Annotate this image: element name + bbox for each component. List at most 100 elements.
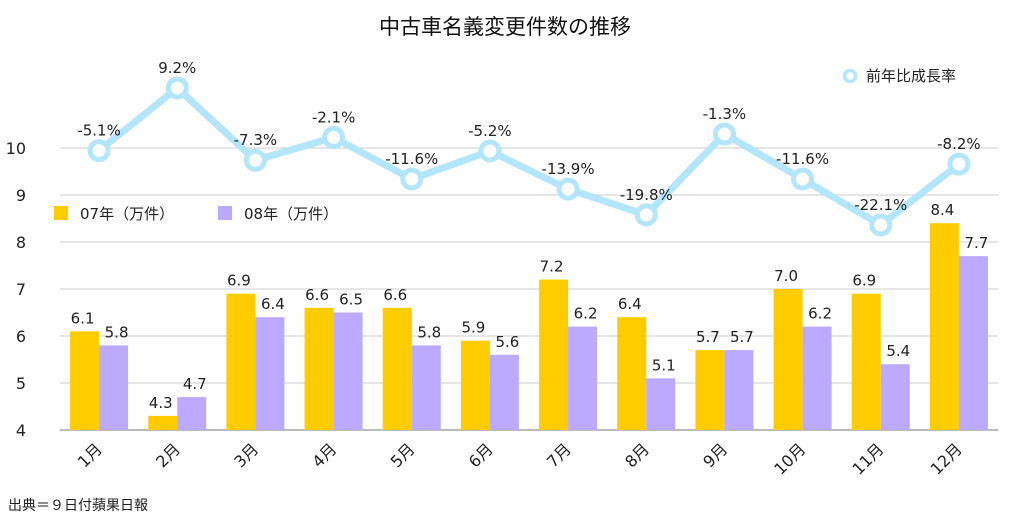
growth-point [322, 125, 346, 149]
bar-07 [382, 307, 412, 430]
x-tick-label: 5月 [387, 439, 419, 471]
grid [60, 147, 998, 431]
growth-label: -2.1% [312, 108, 356, 126]
bar-08-label: 5.7 [730, 328, 754, 346]
bar-08-label: 6.4 [261, 295, 285, 313]
x-tick-label: 1月 [74, 439, 106, 471]
bars [70, 223, 988, 430]
legend-label-07: 07年（万件） [80, 205, 174, 223]
y-tick-label: 7 [16, 280, 26, 299]
bar-08 [255, 317, 285, 430]
growth-point [712, 122, 736, 146]
growth-label: -19.8% [620, 186, 673, 204]
growth-label: -1.3% [703, 105, 747, 123]
bar-07-label: 7.2 [540, 258, 564, 276]
bar-07-label: 6.1 [71, 309, 95, 327]
growth-point [400, 167, 424, 191]
bar-07-label: 7.0 [774, 267, 798, 285]
growth-point [243, 148, 267, 172]
growth-label: -22.1% [854, 196, 907, 214]
bar-07 [773, 289, 803, 430]
bar-labels: 6.1 5.8 4.3 4.7 6.9 6.4 6.6 6.5 6.6 5.8 5.9 5.6 7.2 6… [71, 201, 989, 412]
chart-title: 中古車名義変更件数の推移 [379, 15, 631, 39]
bar-07-label: 5.7 [696, 328, 720, 346]
y-tick-label: 9 [16, 186, 26, 205]
bar-07-label: 8.4 [930, 201, 954, 219]
x-tick-label: 6月 [465, 439, 497, 471]
bar-07-label: 6.9 [227, 272, 251, 290]
legend-label-growth: 前年比成長率 [866, 67, 956, 85]
bar-07-label: 6.9 [852, 272, 876, 290]
bar-08 [958, 256, 988, 430]
bar-07 [929, 223, 959, 430]
line-legend: 前年比成長率 [842, 67, 956, 85]
bar-07 [148, 415, 178, 430]
source-note: 出典＝９日付蘋果日報 [8, 498, 148, 514]
growth-point [478, 139, 502, 163]
bar-08 [802, 326, 832, 430]
legend-marker-growth [842, 68, 858, 84]
x-tick-label: 9月 [699, 439, 731, 471]
growth-point [556, 177, 580, 201]
bar-07 [460, 340, 490, 430]
bar-08-label: 5.4 [886, 342, 910, 360]
bar-07-label: 6.4 [618, 295, 642, 313]
bar-07 [539, 279, 569, 430]
y-tick-label: 5 [16, 374, 26, 393]
bar-07 [226, 293, 256, 430]
growth-point [791, 167, 815, 191]
bar-08-label: 6.2 [574, 305, 598, 323]
legend-label-08: 08年（万件） [244, 205, 338, 223]
x-tick-label: 4月 [308, 439, 340, 471]
bar-08-label: 5.1 [652, 356, 676, 374]
y-axis: 4 5 6 7 8 9 10 [6, 139, 26, 440]
x-tick-label: 8月 [621, 439, 653, 471]
growth-point [947, 152, 971, 176]
bar-08-label: 6.2 [808, 305, 832, 323]
y-tick-label: 4 [16, 421, 26, 440]
x-tick-label: 11月 [848, 439, 887, 478]
y-tick-label: 6 [16, 327, 26, 346]
bar-07-label: 6.6 [305, 286, 329, 304]
bar-07-label: 4.3 [149, 394, 173, 412]
x-tick-label: 2月 [152, 439, 184, 471]
growth-line: -5.1% 9.2% -7.3% -2.1% -11.6% -5.2% -13.9% -19.… [77, 59, 981, 237]
bar-07 [617, 317, 647, 430]
bar-08 [99, 345, 129, 430]
bar-07 [851, 293, 881, 430]
x-tick-label: 3月 [230, 439, 262, 471]
growth-point [634, 203, 658, 227]
bar-08-label: 4.7 [183, 375, 207, 393]
bar-08 [724, 350, 754, 430]
bar-08-label: 5.6 [495, 333, 519, 351]
legend-swatch-07 [54, 206, 68, 220]
legend-swatch-08 [218, 206, 232, 220]
bar-08 [489, 354, 519, 430]
bar-08 [646, 378, 676, 430]
bar-08 [411, 345, 441, 430]
bar-07 [695, 350, 725, 430]
bar-08-label: 7.7 [964, 234, 988, 252]
bar-legend: 07年（万件） 08年（万件） [54, 205, 338, 223]
bar-08-label: 5.8 [105, 323, 129, 341]
y-tick-label: 8 [16, 233, 26, 252]
growth-line-path [96, 84, 962, 229]
bar-08 [880, 364, 910, 430]
bar-08 [568, 326, 598, 430]
x-axis: 1月 2月 3月 4月 5月 6月 7月 8月 9月 10月 11月 12月 [74, 439, 966, 478]
growth-point [869, 213, 893, 237]
growth-label: -5.1% [77, 122, 121, 140]
growth-label: 9.2% [158, 59, 196, 77]
bar-08-label: 6.5 [339, 291, 363, 309]
growth-label: -11.6% [776, 150, 829, 168]
growth-label: -11.6% [385, 150, 438, 168]
growth-label: -7.3% [234, 131, 278, 149]
bar-07-label: 5.9 [461, 319, 485, 337]
x-tick-label: 10月 [770, 439, 809, 478]
x-tick-label: 7月 [543, 439, 575, 471]
growth-point [165, 76, 189, 100]
bar-08-label: 5.8 [417, 323, 441, 341]
growth-label: -5.2% [468, 122, 512, 140]
y-tick-label: 10 [6, 139, 26, 158]
